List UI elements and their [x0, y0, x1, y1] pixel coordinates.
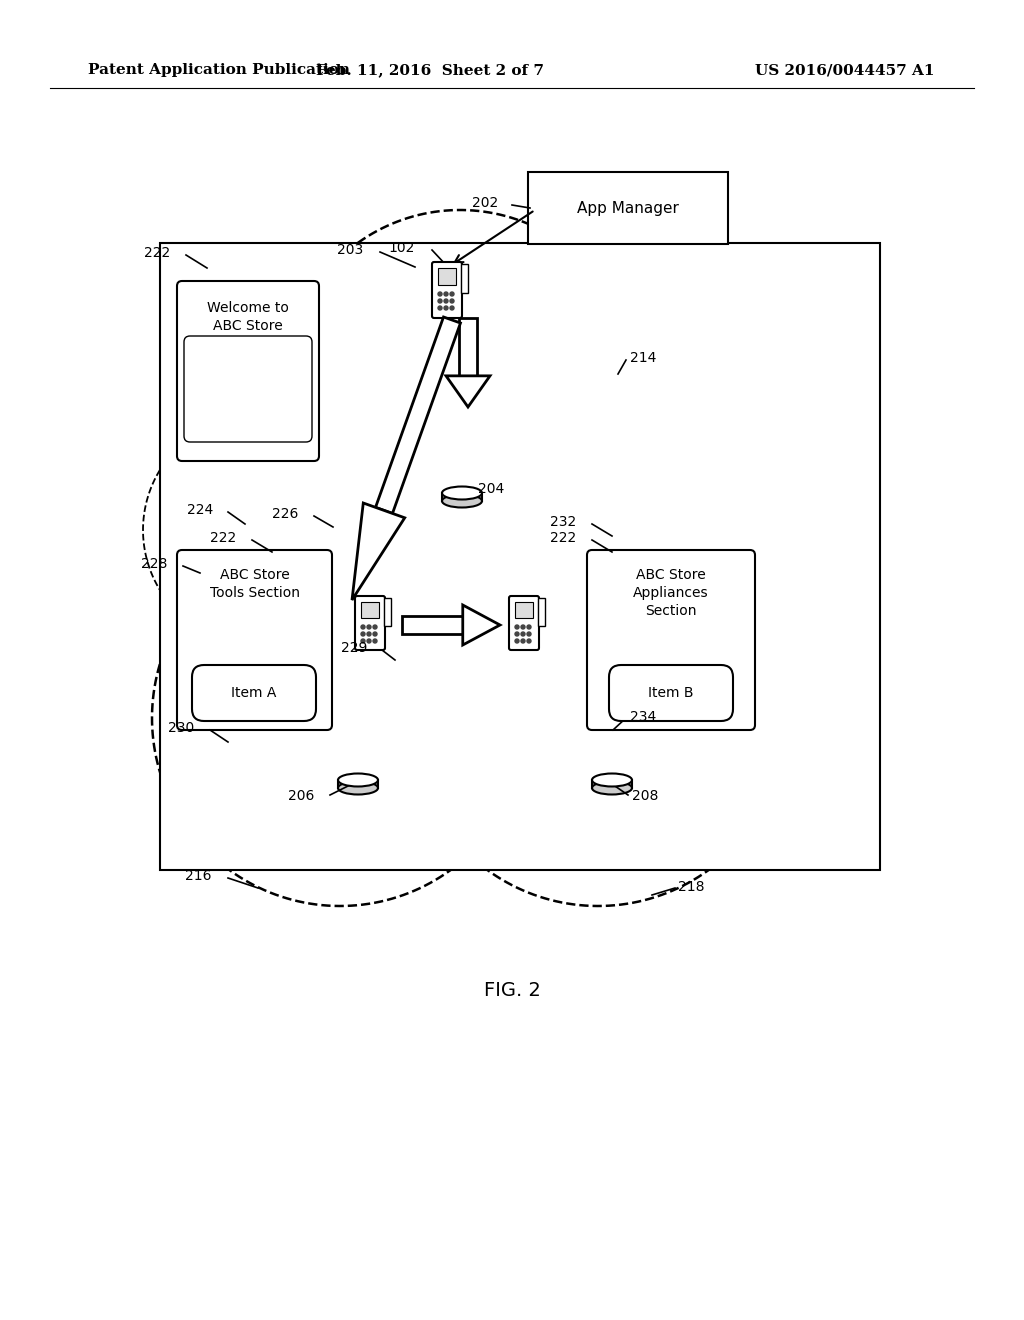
Circle shape — [450, 306, 454, 310]
Circle shape — [367, 632, 371, 636]
Text: 222: 222 — [210, 531, 236, 545]
FancyBboxPatch shape — [193, 665, 316, 721]
Circle shape — [367, 624, 371, 630]
Circle shape — [361, 624, 365, 630]
FancyBboxPatch shape — [355, 597, 385, 649]
Bar — [384, 598, 391, 626]
Text: Welcome to: Welcome to — [207, 301, 289, 315]
Circle shape — [367, 639, 371, 643]
Text: Patent Application Publication: Patent Application Publication — [88, 63, 350, 77]
Text: ABC Store: ABC Store — [213, 319, 283, 333]
Circle shape — [450, 292, 454, 296]
Text: US 2016/0044457 A1: US 2016/0044457 A1 — [755, 63, 935, 77]
Circle shape — [521, 632, 525, 636]
Circle shape — [515, 639, 519, 643]
Polygon shape — [352, 503, 404, 601]
Text: 203: 203 — [337, 243, 362, 257]
FancyBboxPatch shape — [609, 665, 733, 721]
Text: 204: 204 — [478, 482, 504, 496]
Text: ABC Store: ABC Store — [636, 568, 706, 582]
Ellipse shape — [442, 487, 482, 499]
Circle shape — [438, 300, 442, 304]
Text: 224: 224 — [186, 503, 213, 517]
Text: 208: 208 — [632, 789, 658, 803]
Ellipse shape — [592, 774, 632, 787]
Text: 222: 222 — [550, 531, 575, 545]
FancyBboxPatch shape — [184, 337, 312, 442]
Circle shape — [444, 306, 449, 310]
Text: 234: 234 — [630, 710, 656, 723]
Bar — [438, 268, 456, 285]
Bar — [160, 243, 880, 870]
FancyBboxPatch shape — [177, 550, 332, 730]
Text: Tools Section: Tools Section — [210, 586, 299, 601]
Circle shape — [373, 632, 377, 636]
Polygon shape — [446, 376, 490, 407]
Bar — [538, 598, 545, 626]
Polygon shape — [376, 317, 461, 513]
Circle shape — [361, 632, 365, 636]
FancyBboxPatch shape — [432, 261, 462, 318]
FancyBboxPatch shape — [509, 597, 539, 649]
Text: 230: 230 — [168, 721, 194, 735]
Circle shape — [373, 639, 377, 643]
Text: 229: 229 — [341, 642, 367, 655]
Text: FIG. 2: FIG. 2 — [483, 981, 541, 999]
Circle shape — [438, 306, 442, 310]
Circle shape — [515, 632, 519, 636]
Text: ABC Store: ABC Store — [219, 568, 290, 582]
Circle shape — [527, 639, 531, 643]
Circle shape — [527, 624, 531, 630]
Circle shape — [373, 624, 377, 630]
Text: 222: 222 — [143, 246, 170, 260]
Ellipse shape — [442, 495, 482, 507]
Circle shape — [521, 639, 525, 643]
Ellipse shape — [338, 781, 378, 795]
Circle shape — [515, 624, 519, 630]
Circle shape — [438, 292, 442, 296]
Ellipse shape — [338, 774, 378, 787]
Circle shape — [444, 292, 449, 296]
Bar — [528, 172, 728, 244]
Bar — [402, 616, 463, 634]
Circle shape — [450, 300, 454, 304]
Bar — [461, 264, 468, 293]
Circle shape — [444, 300, 449, 304]
Text: 216: 216 — [185, 869, 212, 883]
Text: 202: 202 — [472, 195, 498, 210]
Circle shape — [521, 624, 525, 630]
Circle shape — [527, 632, 531, 636]
Text: 214: 214 — [630, 351, 656, 366]
Text: Feb. 11, 2016  Sheet 2 of 7: Feb. 11, 2016 Sheet 2 of 7 — [316, 63, 544, 77]
Text: 218: 218 — [678, 880, 705, 894]
Polygon shape — [463, 605, 500, 645]
Text: 226: 226 — [271, 507, 298, 521]
Text: Section: Section — [645, 605, 696, 618]
Text: 206: 206 — [288, 789, 314, 803]
Circle shape — [361, 639, 365, 643]
Ellipse shape — [592, 781, 632, 795]
Text: App Manager: App Manager — [578, 201, 679, 215]
Bar — [515, 602, 534, 618]
Bar — [361, 602, 379, 618]
Text: 232: 232 — [550, 515, 575, 529]
FancyBboxPatch shape — [177, 281, 319, 461]
Text: 102: 102 — [389, 242, 415, 255]
Text: 228: 228 — [140, 557, 167, 572]
FancyBboxPatch shape — [587, 550, 755, 730]
Text: Appliances: Appliances — [633, 586, 709, 601]
Text: Item A: Item A — [231, 686, 276, 700]
Text: Item B: Item B — [648, 686, 693, 700]
Bar — [459, 318, 477, 376]
